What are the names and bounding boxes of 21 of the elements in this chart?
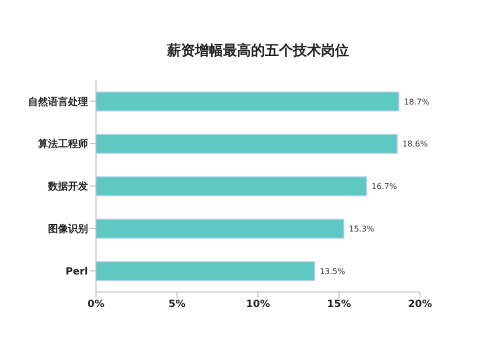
bar [96,176,368,196]
bar [96,218,344,239]
x-tick-label: 0% [88,299,104,310]
data-label: 13.5% [320,266,346,276]
x-tick-label: 5% [168,299,186,310]
x-tick-label: 15% [327,299,351,310]
y-tick-label: 图像识别 [48,222,88,235]
x-tick-label: 10% [246,299,270,310]
chart-title: 薪资增幅最高的五个技术岗位 [166,42,350,59]
x-tick-label: 20% [408,299,432,310]
y-tick-label: Perl [66,266,88,278]
data-label: 18.7% [404,97,430,106]
y-tick-label: 自然语言处理 [28,96,88,108]
y-tick-label: 数据开发 [47,180,88,193]
bar [96,261,316,282]
data-label: 15.3% [348,224,375,234]
data-label: 16.7% [372,182,398,192]
y-tick-label: 算法工程师 [37,138,88,150]
bar [96,92,400,112]
bar [96,134,398,154]
data-label: 18.6% [402,140,428,149]
